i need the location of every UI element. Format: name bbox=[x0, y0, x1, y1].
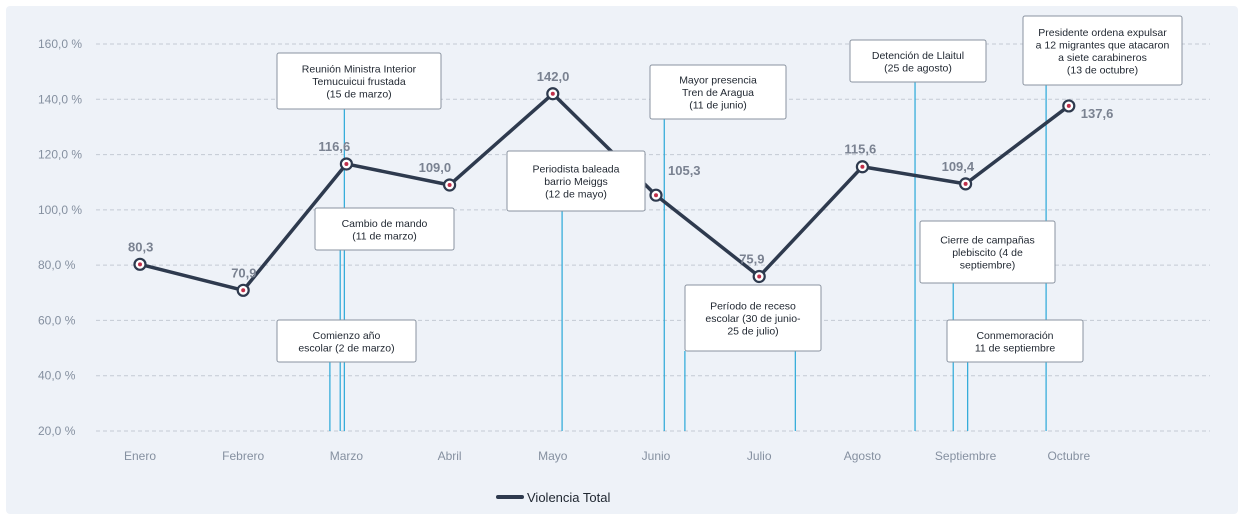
y-tick-label: 80,0 % bbox=[38, 258, 76, 272]
annotation-text: Conmemoración 11 de septiembre bbox=[975, 330, 1056, 355]
data-point-center bbox=[138, 262, 142, 267]
annotation-box bbox=[919, 220, 1056, 284]
annotation: Comienzo año escolar (2 de marzo) bbox=[276, 319, 417, 363]
annotation-box bbox=[506, 150, 646, 212]
y-tick-label: 160,0 % bbox=[38, 37, 82, 51]
data-point-center bbox=[654, 193, 658, 198]
annotation: Presidente ordena expulsar a 12 migrantes… bbox=[1022, 15, 1183, 86]
data-label: 70,9 bbox=[231, 265, 256, 280]
data-label: 115,6 bbox=[844, 142, 876, 157]
annotation-text: Comienzo año escolar (2 de marzo) bbox=[298, 330, 394, 355]
data-point-center bbox=[550, 91, 555, 96]
y-tick-label: 120,0 % bbox=[38, 148, 82, 162]
data-label: 116,6 bbox=[318, 139, 350, 154]
data-point-center bbox=[1066, 103, 1071, 108]
annotation: Detención de Llaitul (25 de agosto) bbox=[849, 39, 987, 83]
annotation-box bbox=[276, 319, 417, 363]
data-label: 109,0 bbox=[419, 160, 452, 175]
annotation: Período de receso escolar (30 de junio-25… bbox=[684, 284, 822, 352]
annotation: Conmemoración 11 de septiembre bbox=[946, 319, 1084, 363]
annotation-box bbox=[849, 39, 987, 83]
data-point-center bbox=[860, 164, 865, 169]
legend: Violencia Total bbox=[496, 490, 610, 505]
data-label: 80,3 bbox=[128, 239, 153, 254]
x-tick-label: Agosto bbox=[844, 449, 882, 463]
data-point-center bbox=[757, 274, 762, 279]
annotation-box bbox=[314, 207, 455, 251]
x-tick-label: Septiembre bbox=[935, 449, 997, 463]
annotation-text: Presidente ordena expulsar a 12 migrantes… bbox=[1036, 27, 1170, 77]
data-label: 109,4 bbox=[942, 159, 975, 174]
annotation-box bbox=[276, 52, 442, 110]
annotation-text: Cierre de campañas plebiscito (4 de septie… bbox=[940, 235, 1035, 272]
annotation: Mayor presencia Tren de Aragua (11 de juni… bbox=[649, 64, 787, 120]
y-tick-label: 60,0 % bbox=[38, 313, 76, 327]
y-tick-label: 20,0 % bbox=[38, 424, 76, 438]
annotation-box bbox=[1022, 15, 1183, 86]
annotation-text: Mayor presencia Tren de Aragua (11 de juni… bbox=[679, 75, 757, 112]
data-label: 142,0 bbox=[537, 69, 570, 84]
y-tick-label: 100,0 % bbox=[38, 203, 82, 217]
x-tick-label: Junio bbox=[642, 449, 671, 463]
annotation-text: Periodista baleada barrio Meiggs (12 de ma… bbox=[533, 164, 620, 201]
data-label: 105,3 bbox=[668, 163, 701, 178]
annotations bbox=[329, 82, 1047, 431]
data-point-center bbox=[344, 161, 349, 166]
annotation: Reunión Ministra Interior Temucuicui frus… bbox=[276, 52, 442, 110]
y-tick-label: 140,0 % bbox=[38, 92, 82, 106]
x-tick-label: Mayo bbox=[538, 449, 568, 463]
series-line bbox=[139, 92, 1070, 293]
x-tick-label: Marzo bbox=[330, 449, 364, 463]
x-tick-label: Abril bbox=[438, 449, 462, 463]
x-tick-label: Enero bbox=[124, 449, 156, 463]
legend-label: Violencia Total bbox=[527, 490, 610, 505]
data-point-center bbox=[241, 288, 246, 293]
annotation-text: Período de receso escolar (30 de junio-25… bbox=[705, 301, 801, 338]
annotation-text: Reunión Ministra Interior Temucuicui frus… bbox=[302, 64, 417, 101]
annotation-box bbox=[649, 64, 787, 120]
x-tick-label: Octubre bbox=[1047, 449, 1090, 463]
annotation-box bbox=[946, 319, 1084, 363]
x-tick-label: Julio bbox=[747, 449, 772, 463]
data-point-center bbox=[447, 182, 452, 187]
annotation-text: Cambio de mando (11 de marzo) bbox=[342, 218, 428, 243]
data-label: 137,6 bbox=[1081, 106, 1114, 121]
x-tick-label: Febrero bbox=[222, 449, 264, 463]
data-point-center bbox=[963, 181, 968, 186]
annotation-box bbox=[684, 284, 822, 352]
y-tick-label: 40,0 % bbox=[38, 369, 76, 383]
annotation: Periodista baleada barrio Meiggs (12 de ma… bbox=[506, 150, 646, 212]
annotation-text: Detención de Llaitul (25 de agosto) bbox=[872, 50, 964, 75]
data-label: 75,9 bbox=[739, 251, 764, 266]
annotation: Cierre de campañas plebiscito (4 de septie… bbox=[919, 220, 1056, 284]
annotation: Cambio de mando (11 de marzo) bbox=[314, 207, 455, 251]
